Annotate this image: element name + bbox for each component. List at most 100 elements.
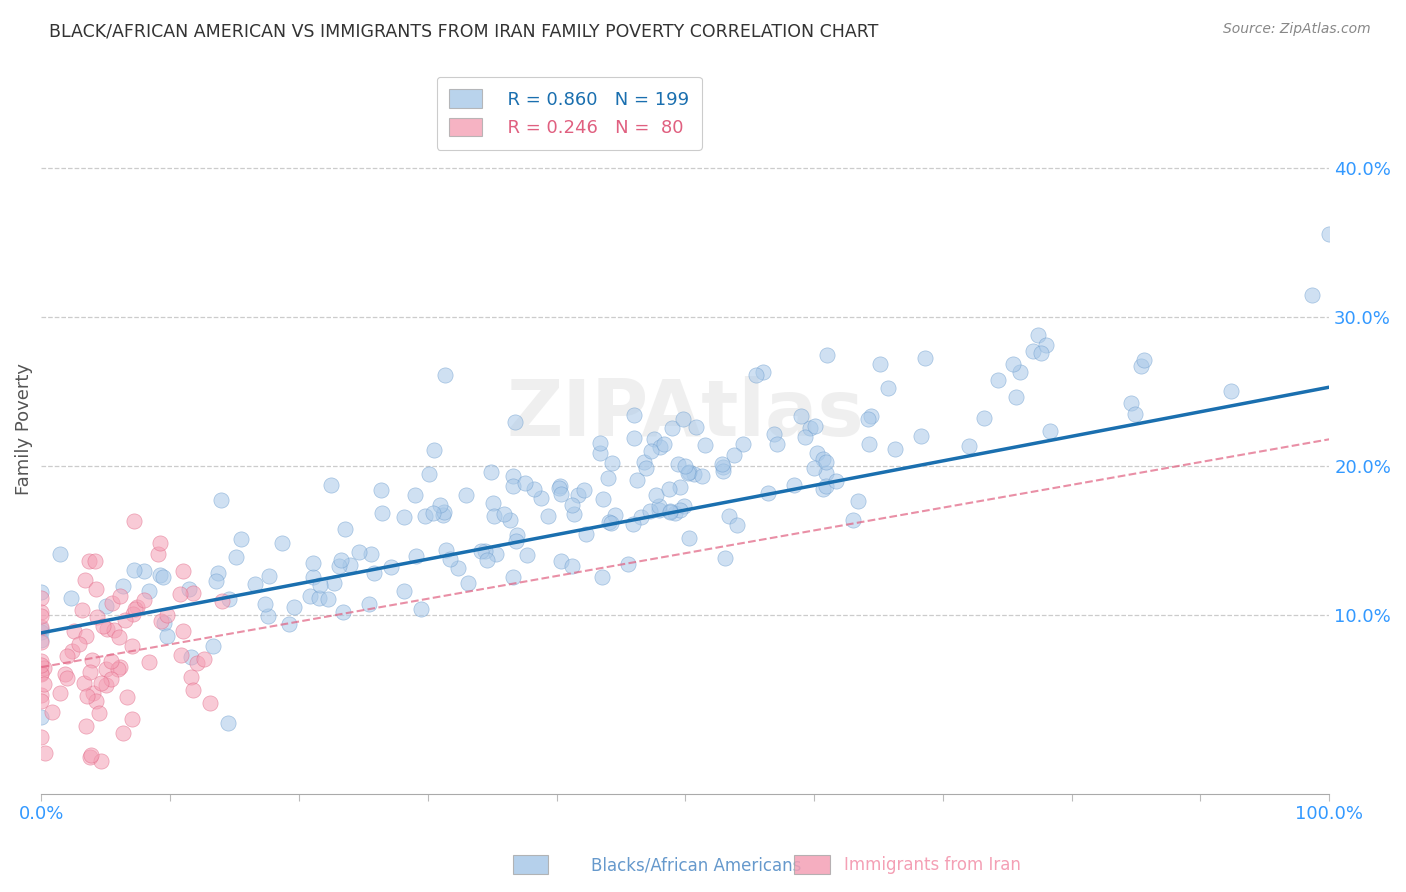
Point	[146, 547, 169, 561]
Point	[600, 456, 623, 470]
Point	[685, 420, 707, 434]
Point	[598, 515, 620, 529]
Point	[371, 506, 394, 520]
Point	[53, 667, 76, 681]
Point	[79, 750, 101, 764]
Point	[1026, 327, 1049, 342]
Point	[422, 506, 444, 520]
Point	[485, 547, 508, 561]
Point	[474, 544, 496, 558]
Point	[470, 544, 492, 558]
Point	[49, 686, 72, 700]
Point	[1001, 358, 1024, 372]
Point	[321, 477, 343, 491]
Point	[433, 505, 456, 519]
Point	[124, 602, 146, 616]
Point	[1005, 390, 1028, 404]
Point	[30, 689, 52, 703]
Point	[415, 509, 437, 524]
Point	[523, 482, 546, 496]
Point	[409, 602, 432, 616]
Point	[588, 435, 610, 450]
Point	[1039, 425, 1062, 439]
Point	[32, 661, 55, 675]
Text: ZIPAtlas: ZIPAtlas	[506, 376, 865, 452]
Point	[502, 570, 524, 584]
Point	[530, 491, 553, 505]
Point	[659, 505, 682, 519]
Point	[623, 408, 645, 422]
Point	[100, 673, 122, 687]
Point	[152, 570, 174, 584]
Point	[668, 479, 690, 493]
Point	[711, 459, 734, 474]
Point	[30, 709, 52, 723]
Point	[90, 675, 112, 690]
Point	[328, 558, 350, 573]
Point	[803, 461, 825, 475]
Point	[108, 660, 131, 674]
Point	[664, 507, 686, 521]
Point	[181, 683, 204, 698]
Point	[626, 473, 648, 487]
Point	[672, 411, 695, 425]
Point	[756, 486, 779, 500]
Point	[673, 458, 696, 473]
Point	[339, 558, 361, 572]
Point	[914, 351, 936, 365]
Point	[600, 516, 623, 530]
Point	[860, 409, 883, 423]
Point	[752, 365, 775, 379]
Point	[80, 747, 103, 762]
Point	[231, 532, 253, 546]
Point	[648, 499, 671, 513]
Point	[149, 536, 172, 550]
Point	[652, 436, 675, 450]
Point	[634, 460, 657, 475]
Point	[669, 502, 692, 516]
Point	[515, 475, 537, 490]
Point	[711, 464, 734, 478]
Point	[30, 585, 52, 599]
Point	[433, 368, 456, 382]
Point	[439, 552, 461, 566]
Point	[322, 575, 344, 590]
Text: Blacks/African Americans: Blacks/African Americans	[591, 856, 801, 874]
Point	[217, 716, 239, 731]
Point	[49, 547, 72, 561]
Point	[209, 492, 232, 507]
Point	[884, 442, 907, 456]
Point	[447, 560, 470, 574]
Point	[30, 591, 52, 606]
Point	[910, 429, 932, 443]
Point	[125, 600, 148, 615]
Point	[973, 411, 995, 425]
Point	[357, 597, 380, 611]
Point	[111, 579, 134, 593]
Point	[32, 677, 55, 691]
Point	[94, 599, 117, 614]
Point	[825, 474, 848, 488]
Point	[658, 483, 681, 497]
Point	[564, 508, 586, 522]
Point	[115, 690, 138, 705]
Point	[107, 630, 129, 644]
Point	[332, 605, 354, 619]
Point	[783, 477, 806, 491]
Point	[813, 452, 835, 467]
Point	[1008, 365, 1031, 379]
Point	[647, 503, 669, 517]
Point	[591, 569, 613, 583]
Point	[75, 629, 97, 643]
Point	[1123, 407, 1146, 421]
Point	[1220, 384, 1243, 398]
Point	[309, 578, 332, 592]
Point	[82, 653, 104, 667]
Point	[30, 633, 52, 648]
Point	[763, 427, 786, 442]
Point	[457, 576, 479, 591]
Point	[298, 590, 321, 604]
Point	[30, 731, 52, 745]
Point	[640, 444, 662, 458]
Point	[790, 409, 813, 423]
